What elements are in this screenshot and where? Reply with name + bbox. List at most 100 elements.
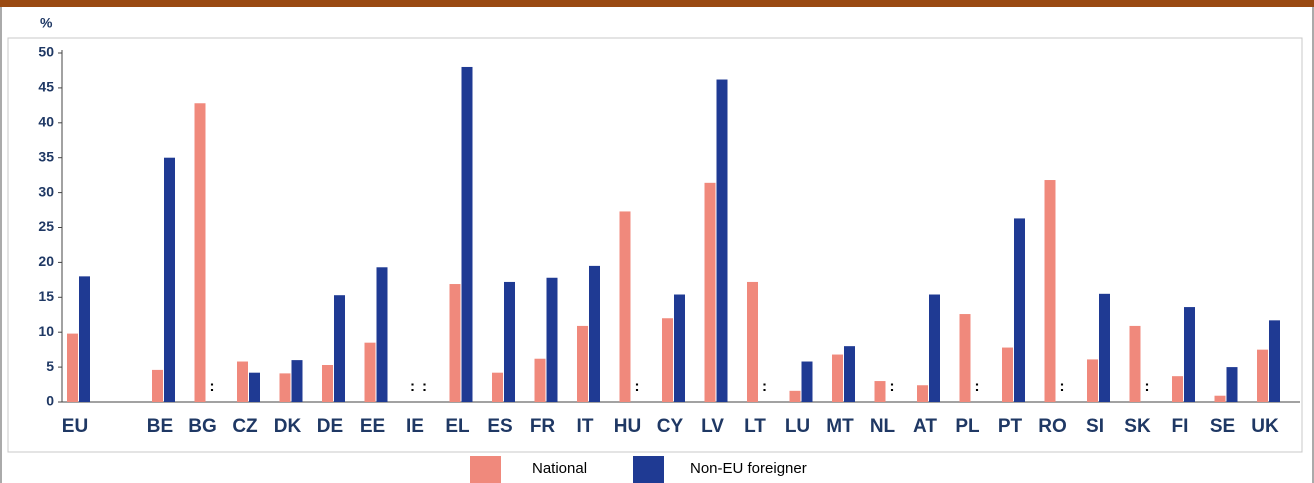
legend-label: National <box>532 460 587 477</box>
bar <box>619 211 631 402</box>
x-tick-label: EU <box>62 416 88 437</box>
bar <box>322 365 333 402</box>
plot-frame <box>7 37 1303 453</box>
x-tick-label: BG <box>188 416 217 437</box>
y-tick-label: 35 <box>38 148 54 164</box>
bar <box>917 385 928 402</box>
bar <box>747 281 758 402</box>
x-tick-label: CZ <box>232 416 258 437</box>
bar <box>1087 359 1098 402</box>
x-tick-label: MT <box>826 416 854 437</box>
bar <box>801 361 813 402</box>
y-tick-label: 45 <box>38 79 54 95</box>
bar <box>674 294 685 402</box>
y-tick-label: 30 <box>38 183 54 199</box>
x-tick-label: LV <box>701 416 724 437</box>
x-tick-label: ES <box>487 416 512 437</box>
legend-label: Non-EU foreigner <box>690 460 807 477</box>
x-tick-label: IT <box>577 416 594 437</box>
y-tick-label: 50 <box>38 44 54 60</box>
bar <box>662 318 673 402</box>
x-tick-label: BE <box>147 416 173 437</box>
bar <box>959 314 971 402</box>
bar <box>1129 325 1141 402</box>
y-tick-label: 40 <box>38 114 54 130</box>
bar <box>832 354 843 402</box>
x-tick-label: AT <box>913 416 937 437</box>
x-tick-label: RO <box>1038 416 1067 437</box>
not-available-label: : <box>1145 378 1150 395</box>
y-tick-label: 10 <box>38 323 54 339</box>
x-tick-label: LT <box>744 416 766 437</box>
bar <box>874 381 886 402</box>
bar <box>334 295 345 402</box>
bar <box>704 182 716 402</box>
not-available-label: : <box>1060 378 1065 395</box>
bar <box>249 372 260 402</box>
bar <box>534 358 546 402</box>
bar <box>279 373 291 402</box>
not-available-label: : <box>762 378 767 395</box>
bar <box>364 342 376 402</box>
bar <box>1269 320 1280 402</box>
bar <box>237 361 248 402</box>
bar <box>1172 376 1183 402</box>
bar <box>546 277 558 402</box>
y-tick-label: 0 <box>46 393 54 409</box>
bar <box>1002 347 1013 402</box>
y-tick-label: 20 <box>38 253 54 269</box>
x-tick-label: HU <box>614 416 641 437</box>
y-tick-label: 25 <box>38 218 54 234</box>
bar <box>1214 395 1226 402</box>
bar <box>716 79 728 403</box>
y-tick-label: 5 <box>46 358 54 374</box>
bar <box>1099 293 1110 402</box>
x-tick-label: FR <box>530 416 556 437</box>
bar <box>929 294 940 402</box>
x-tick-label: DK <box>274 416 302 437</box>
y-axis-label: % <box>40 15 53 31</box>
not-available-label: : <box>210 378 215 395</box>
bar <box>1226 367 1238 402</box>
bar <box>589 265 600 402</box>
bar <box>79 276 90 402</box>
not-available-label: : <box>635 378 640 395</box>
bar <box>577 325 588 402</box>
y-tick-label: 15 <box>38 288 54 304</box>
x-tick-label: IE <box>406 416 424 437</box>
x-tick-label: PL <box>955 416 980 437</box>
bar <box>376 267 388 402</box>
x-tick-label: UK <box>1251 416 1279 437</box>
x-tick-label: EE <box>360 416 385 437</box>
not-available-label: : <box>422 378 427 395</box>
x-tick-label: FI <box>1172 416 1189 437</box>
x-tick-label: CY <box>657 416 684 437</box>
legend-swatch <box>633 456 664 483</box>
bar <box>194 103 206 403</box>
bar <box>1014 218 1025 402</box>
bar <box>789 390 801 402</box>
bar <box>152 369 163 402</box>
x-tick-label: PT <box>998 416 1023 437</box>
bar <box>291 360 303 402</box>
x-tick-label: EL <box>445 416 470 437</box>
bar <box>504 281 515 402</box>
bar <box>461 66 473 403</box>
x-tick-label: SK <box>1124 416 1151 437</box>
bar <box>449 284 461 402</box>
x-tick-label: NL <box>870 416 896 437</box>
x-tick-label: SI <box>1086 416 1104 437</box>
x-tick-label: SE <box>1210 416 1235 437</box>
bar <box>67 333 78 402</box>
not-available-label: : <box>975 378 980 395</box>
bar <box>1184 307 1195 402</box>
x-tick-label: LU <box>785 416 810 437</box>
bar <box>164 157 175 402</box>
not-available-label: : <box>410 378 415 395</box>
not-available-label: : <box>890 378 895 395</box>
bar <box>492 372 503 402</box>
bar <box>844 346 855 402</box>
bar <box>1257 349 1268 402</box>
legend-swatch <box>470 456 501 483</box>
